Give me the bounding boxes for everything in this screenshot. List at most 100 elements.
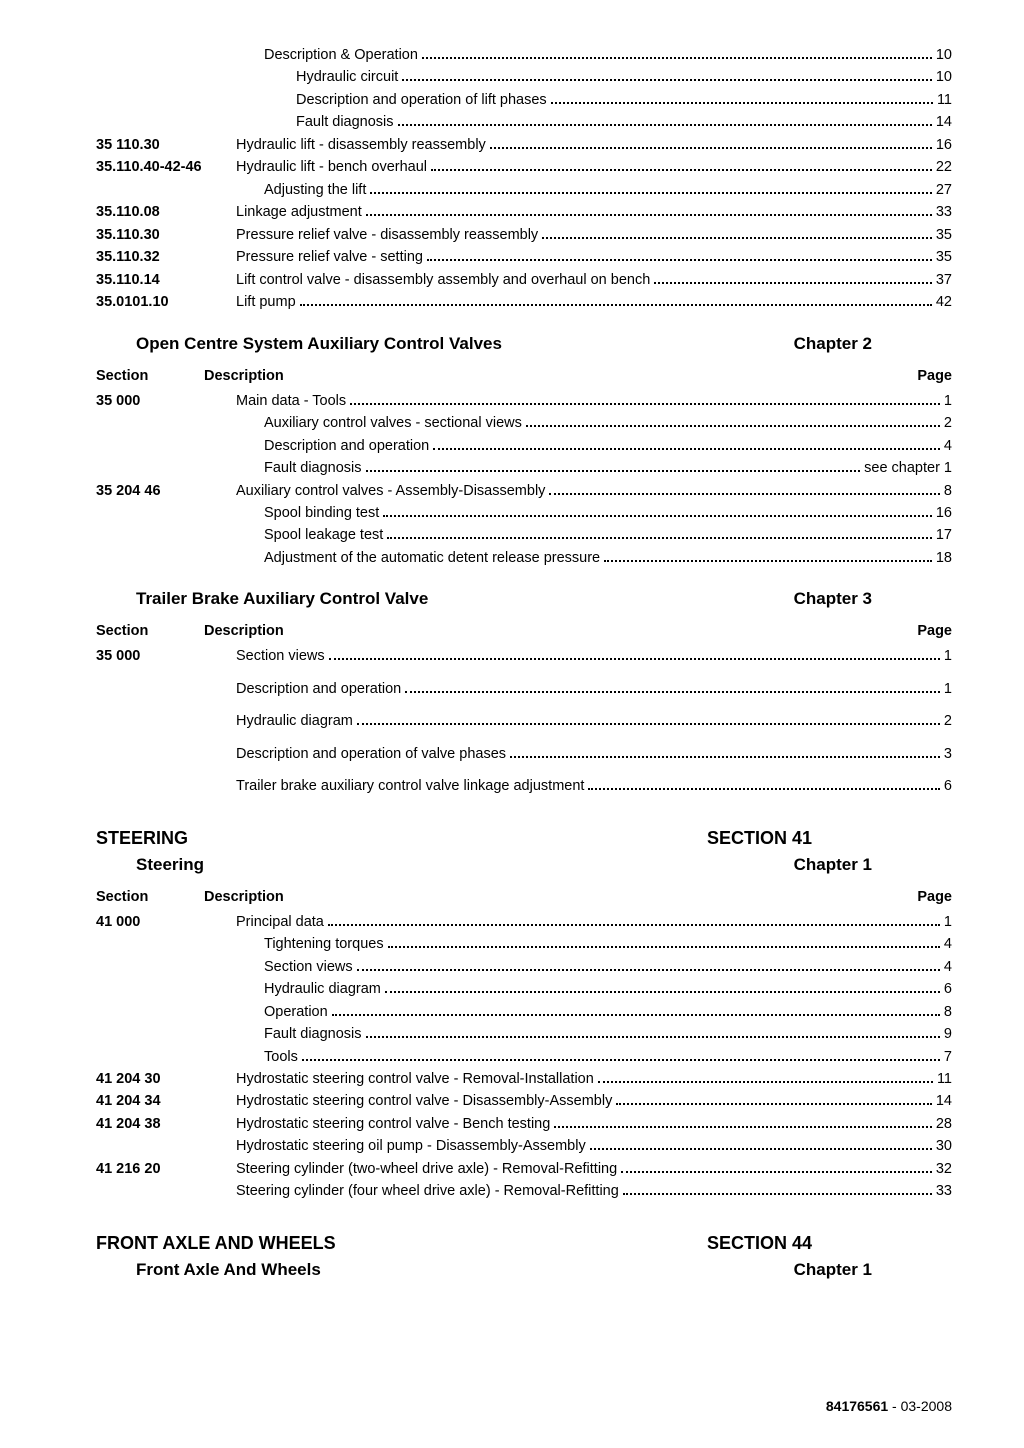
toc-page: 33 [936,1180,952,1202]
toc-leader-dots [357,969,940,971]
chapter-2-title: Open Centre System Auxiliary Control Val… [96,334,502,354]
toc-line: Description and operation of valve phase… [96,743,952,765]
toc-line: Section views4 [96,956,952,978]
toc-text: Steering cylinder (four wheel drive axle… [236,1180,619,1202]
footer-docnum: 84176561 [826,1398,888,1414]
toc-text: Steering cylinder (two-wheel drive axle)… [236,1158,617,1180]
toc-page: 4 [944,435,952,457]
chapter-3-title: Trailer Brake Auxiliary Control Valve [96,589,428,609]
toc-page: 11 [937,1068,952,1090]
toc-line: 35 204 46Auxiliary control valves - Asse… [96,480,952,502]
toc-text: Description and operation of valve phase… [236,743,506,765]
toc-page: 14 [936,1090,952,1112]
toc-code: 41 204 38 [96,1113,210,1135]
toc-leader-dots [588,788,939,790]
toc-line: Steering cylinder (four wheel drive axle… [96,1180,952,1202]
toc-page: 27 [936,179,952,201]
front-axle-chapter-1-header: Front Axle And Wheels Chapter 1 [96,1260,952,1280]
toc-page: 4 [944,933,952,955]
toc-line: Adjusting the lift27 [96,179,952,201]
toc-page: 3 [944,743,952,765]
toc-leader-dots [329,658,940,660]
toc-line: 41 204 30Hydrostatic steering control va… [96,1068,952,1090]
toc-page: 11 [937,89,952,111]
toc-leader-dots [366,1036,940,1038]
toc-leader-dots [598,1081,933,1083]
toc-leader-dots [490,147,932,149]
col-section: Section [96,368,204,384]
footer-date: - 03-2008 [888,1398,952,1414]
toc-leader-dots [542,237,932,239]
toc-line: 41 216 20 Steering cylinder (two-wheel dr… [96,1158,952,1180]
toc-line: Hydraulic diagram6 [96,978,952,1000]
chapter-2-columns: Section Description Page [96,368,952,384]
toc-text: Linkage adjustment [236,201,362,223]
toc-line: Description & Operation10 [96,44,952,66]
toc-leader-dots [431,169,932,171]
front-axle-heading: FRONT AXLE AND WHEELS [96,1233,336,1254]
toc-text: Hydraulic diagram [236,710,353,732]
toc-leader-dots [366,214,932,216]
toc-code: 35.110.40-42-46 [96,156,210,178]
toc-text: Hydraulic lift - disassembly reassembly [236,134,486,156]
toc-page: 1 [944,678,952,700]
toc-leader-dots [590,1148,932,1150]
toc-code: 35.110.08 [96,201,210,223]
toc-page: 8 [944,480,952,502]
toc-leader-dots [526,425,940,427]
toc-page: 30 [936,1135,952,1157]
toc-page: 17 [936,524,952,546]
steering-ch1-number: Chapter 1 [794,855,952,875]
toc-text: Pressure relief valve - setting [236,246,423,268]
toc-text: Fault diagnosis [264,1023,362,1045]
col-section: Section [96,889,204,905]
toc-code: 35.110.14 [96,269,210,291]
toc-line: 35.110.30Pressure relief valve - disasse… [96,224,952,246]
toc-code: 35 110.30 [96,134,210,156]
front-axle-section-number: SECTION 44 [707,1233,952,1254]
toc-leader-dots [427,259,932,261]
toc-text: Lift pump [236,291,296,313]
toc-code: 41 216 20 [96,1158,210,1180]
toc-leader-dots [654,282,932,284]
toc-line: Description and operation1 [96,678,952,700]
toc-text: Operation [264,1001,328,1023]
toc-leader-dots [604,560,932,562]
chapter-2-header: Open Centre System Auxiliary Control Val… [96,334,952,354]
col-description: Description [204,623,892,639]
toc-leader-dots [350,403,940,405]
toc-line: 41 000Principal data1 [96,911,952,933]
toc-page: 6 [944,775,952,797]
toc-page: 28 [936,1113,952,1135]
toc-leader-dots [510,756,940,758]
front-axle-section-header: FRONT AXLE AND WHEELS SECTION 44 [96,1233,952,1254]
chapter-3-header: Trailer Brake Auxiliary Control Valve Ch… [96,589,952,609]
toc-block-1: Description & Operation10Hydraulic circu… [96,44,952,314]
toc-text: Tools [264,1046,298,1068]
chapter-3-columns: Section Description Page [96,623,952,639]
col-page: Page [892,889,952,905]
toc-page: 37 [936,269,952,291]
chapter-2-rows: 35 000Main data - Tools1Auxiliary contro… [96,390,952,570]
toc-page: 16 [936,502,952,524]
toc-line: 35.110.08Linkage adjustment33 [96,201,952,223]
toc-page: 7 [944,1046,952,1068]
page-footer: 84176561 - 03-2008 [826,1398,952,1414]
toc-line: Tools 7 [96,1046,952,1068]
toc-leader-dots [332,1014,940,1016]
toc-leader-dots [357,723,940,725]
toc-code: 35 000 [96,390,210,412]
toc-line: Fault diagnosissee chapter 1 [96,457,952,479]
toc-text: Hydraulic diagram [264,978,381,1000]
toc-line: 41 204 38Hydrostatic steering control va… [96,1113,952,1135]
toc-code: 35 000 [96,645,210,667]
front-axle-ch1-number: Chapter 1 [794,1260,952,1280]
toc-page: 10 [936,66,952,88]
toc-leader-dots [385,991,940,993]
toc-line: Spool binding test16 [96,502,952,524]
toc-page: 1 [944,645,952,667]
steering-section-header: STEERING SECTION 41 [96,828,952,849]
toc-leader-dots [300,304,932,306]
toc-text: Hydrostatic steering oil pump - Disassem… [236,1135,586,1157]
chapter-3-rows: 35 000Section views1Description and oper… [96,645,952,797]
